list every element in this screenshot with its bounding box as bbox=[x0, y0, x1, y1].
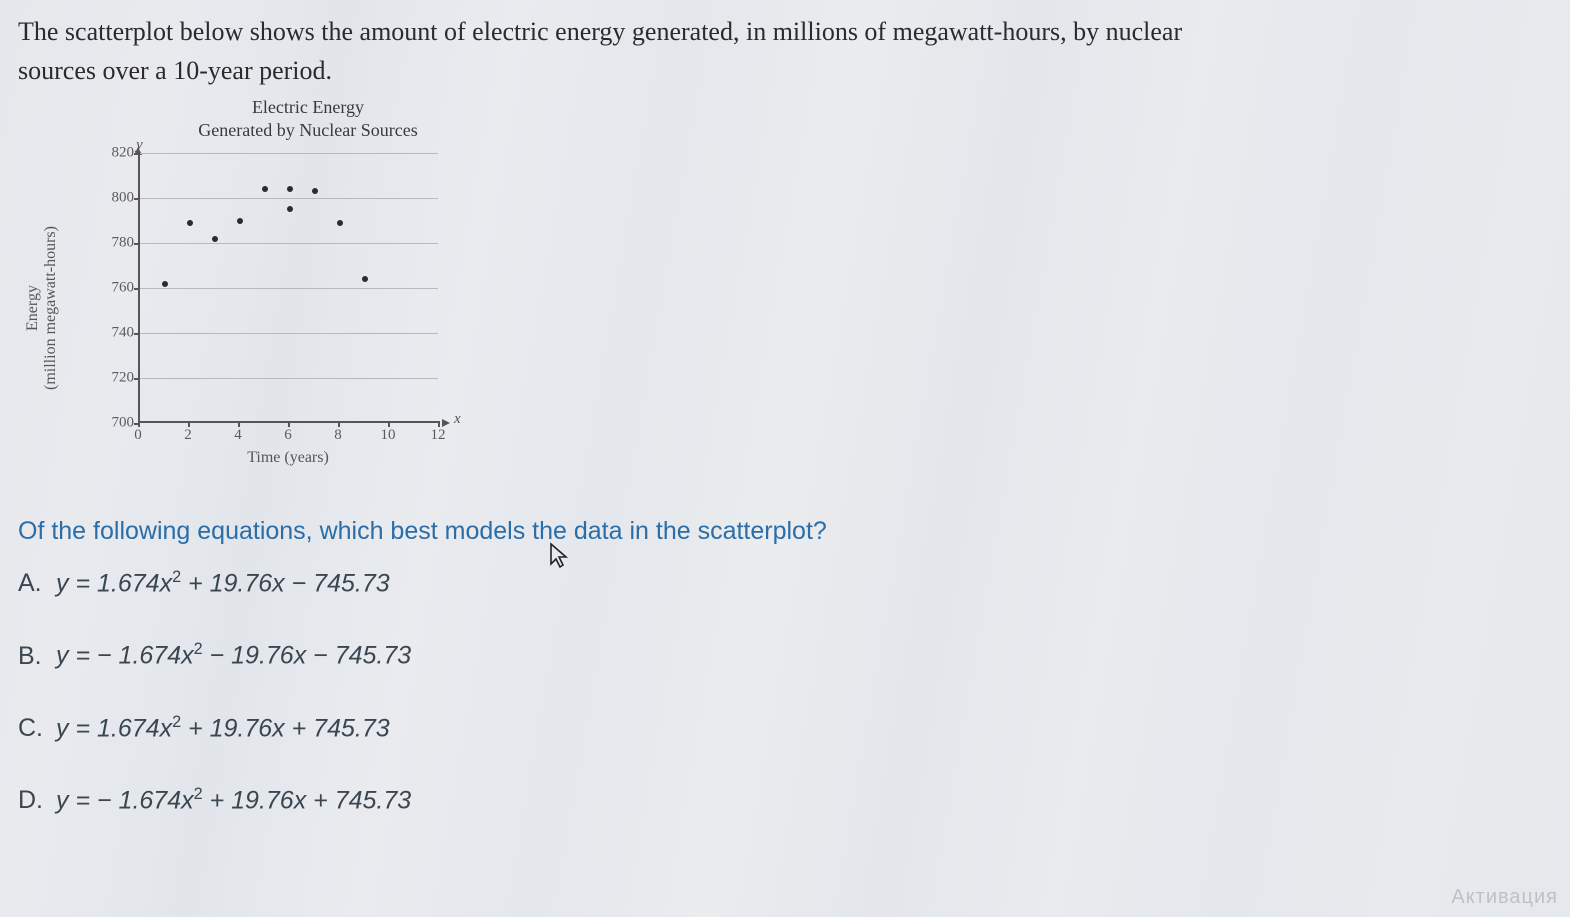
gridline bbox=[140, 153, 438, 154]
y-tick-label: 700 bbox=[102, 415, 134, 432]
intro-line-1: The scatterplot below shows the amount o… bbox=[18, 17, 1182, 46]
chart-title-line-1: Electric Energy bbox=[252, 97, 364, 117]
choice-letter: D. bbox=[18, 786, 48, 815]
gridline bbox=[140, 243, 438, 244]
plot-area bbox=[138, 153, 438, 423]
x-tick-label: 4 bbox=[234, 427, 242, 444]
data-point bbox=[287, 186, 293, 192]
choice-equation: y = 1.674x2 + 19.76x − 745.73 bbox=[56, 568, 390, 598]
choice-letter: C. bbox=[18, 714, 48, 743]
data-point bbox=[312, 188, 318, 194]
answer-choices: A. y = 1.674x2 + 19.76x − 745.73 B. y = … bbox=[18, 568, 1552, 815]
x-tick-label: 6 bbox=[284, 427, 292, 444]
choice-c[interactable]: C. y = 1.674x2 + 19.76x + 745.73 bbox=[18, 713, 1552, 743]
x-tick bbox=[238, 421, 240, 427]
data-point bbox=[362, 276, 368, 282]
data-point bbox=[237, 218, 243, 224]
y-tick bbox=[134, 153, 138, 155]
intro-line-2: sources over a 10-year period. bbox=[18, 56, 332, 85]
page-root: The scatterplot below shows the amount o… bbox=[0, 0, 1570, 917]
y-tick-label: 780 bbox=[102, 235, 134, 252]
y-tick bbox=[134, 198, 138, 200]
data-point bbox=[287, 206, 293, 212]
question-text: Of the following equations, which best m… bbox=[18, 517, 1552, 546]
chart-title: Electric Energy Generated by Nuclear Sou… bbox=[168, 96, 448, 141]
y-tick bbox=[134, 378, 138, 380]
choice-letter: A. bbox=[18, 569, 48, 598]
watermark-text: Активация bbox=[1451, 886, 1558, 909]
choice-equation: y = − 1.674x2 + 19.76x + 745.73 bbox=[56, 785, 411, 815]
x-tick bbox=[388, 421, 390, 427]
choice-equation: y = 1.674x2 + 19.76x + 745.73 bbox=[56, 713, 390, 743]
ylabel-line-2: (million megawatt-hours) bbox=[42, 226, 59, 390]
data-point bbox=[337, 220, 343, 226]
data-point bbox=[162, 281, 168, 287]
intro-text: The scatterplot below shows the amount o… bbox=[18, 12, 1552, 90]
x-tick-label: 12 bbox=[431, 427, 446, 444]
scatterplot: Energy (million megawatt-hours) y Time (… bbox=[48, 143, 468, 473]
data-point bbox=[262, 186, 268, 192]
x-tick-label: 8 bbox=[334, 427, 342, 444]
x-axis-arrow-icon bbox=[442, 419, 450, 427]
y-tick bbox=[134, 288, 138, 290]
gridline bbox=[140, 378, 438, 379]
x-tick bbox=[288, 421, 290, 427]
gridline bbox=[140, 288, 438, 289]
gridline bbox=[140, 333, 438, 334]
x-axis-title: Time (years) bbox=[138, 449, 438, 467]
x-tick bbox=[138, 421, 140, 427]
chart-title-line-2: Generated by Nuclear Sources bbox=[198, 120, 417, 140]
x-tick bbox=[438, 421, 440, 427]
y-tick bbox=[134, 333, 138, 335]
y-tick-label: 740 bbox=[102, 325, 134, 342]
y-tick-label: 720 bbox=[102, 370, 134, 387]
x-tick bbox=[188, 421, 190, 427]
choice-d[interactable]: D. y = − 1.674x2 + 19.76x + 745.73 bbox=[18, 785, 1552, 815]
y-tick-label: 760 bbox=[102, 280, 134, 297]
y-axis-title: Energy (million megawatt-hours) bbox=[24, 178, 60, 438]
x-symbol: x bbox=[454, 411, 461, 428]
x-tick-label: 0 bbox=[134, 427, 142, 444]
x-tick bbox=[338, 421, 340, 427]
choice-equation: y = − 1.674x2 − 19.76x − 745.73 bbox=[56, 640, 411, 670]
y-tick bbox=[134, 243, 138, 245]
gridline bbox=[140, 198, 438, 199]
choice-b[interactable]: B. y = − 1.674x2 − 19.76x − 745.73 bbox=[18, 640, 1552, 670]
y-tick-label: 820 bbox=[102, 145, 134, 162]
choice-a[interactable]: A. y = 1.674x2 + 19.76x − 745.73 bbox=[18, 568, 1552, 598]
y-tick-label: 800 bbox=[102, 190, 134, 207]
x-tick-label: 10 bbox=[381, 427, 396, 444]
ylabel-line-1: Energy bbox=[24, 285, 41, 331]
data-point bbox=[212, 236, 218, 242]
choice-letter: B. bbox=[18, 642, 48, 671]
x-tick-label: 2 bbox=[184, 427, 192, 444]
data-point bbox=[187, 220, 193, 226]
